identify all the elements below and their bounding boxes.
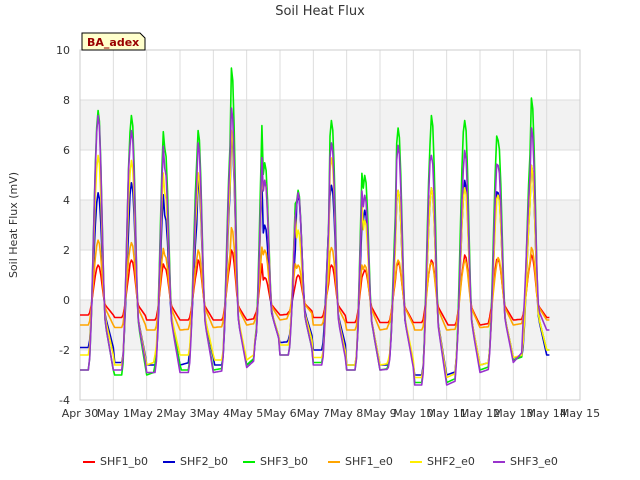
x-tick-label: May 12 (460, 407, 500, 420)
y-tick-label: -2 (59, 344, 70, 357)
x-tick-label: Apr 30 (62, 407, 99, 420)
legend: SHF1_b0 SHF2_b0 SHF3_b0 SHF1_e0 SHF2_e0 SHF3_… (83, 455, 558, 468)
series-line-shf3-e0 (80, 107, 550, 386)
plot-frame (79, 49, 581, 401)
chart-title: Soil Heat Flux (275, 4, 365, 19)
legend-item-shf2-e0: SHF2_e0 (410, 455, 475, 468)
legend-item-shf1-e0: SHF1_e0 (328, 455, 393, 468)
x-tick-label: May 4 (197, 407, 230, 420)
site-badge: BA_adex (81, 32, 146, 51)
legend-item-shf1-b0: SHF1_b0 (83, 455, 148, 468)
x-tick-label: May 11 (427, 407, 467, 420)
x-tick-label: May 1 (97, 407, 130, 420)
y-tick-label: 8 (63, 94, 70, 107)
shaded-band-0 (80, 300, 580, 350)
x-tick-label: May 14 (527, 407, 567, 420)
legend-label: SHF2_e0 (427, 455, 475, 468)
site-badge-box (81, 32, 146, 51)
legend-label: SHF1_b0 (100, 455, 148, 468)
y-tick-label: 6 (63, 144, 70, 157)
legend-item-shf3-b0: SHF3_b0 (243, 455, 308, 468)
legend-item-shf3-e0: SHF3_e0 (493, 455, 558, 468)
x-tick-label: May 2 (130, 407, 163, 420)
x-tick-label: May 9 (363, 407, 396, 420)
series-lines (80, 67, 550, 386)
x-tick-label: May 6 (263, 407, 296, 420)
x-tick-label: May 13 (493, 407, 533, 420)
y-tick-label: 0 (63, 294, 70, 307)
x-tick-label: May 8 (330, 407, 363, 420)
x-tick-label: May 5 (230, 407, 263, 420)
legend-label: SHF3_b0 (260, 455, 308, 468)
x-tick-label: May 3 (163, 407, 196, 420)
y-axis-label: Soil Heat Flux (mV) (7, 172, 20, 278)
legend-label: SHF2_b0 (180, 455, 228, 468)
x-tick-label: May 7 (297, 407, 330, 420)
legend-item-shf2-b0: SHF2_b0 (163, 455, 228, 468)
y-tick-label: 4 (63, 194, 70, 207)
y-tick-label: -4 (59, 394, 70, 407)
site-badge-label: BA_adex (87, 36, 139, 49)
y-tick-label: 2 (63, 244, 70, 257)
y-tick-label: 10 (56, 44, 70, 57)
x-tick-label: May 15 (560, 407, 600, 420)
legend-label: SHF3_e0 (510, 455, 558, 468)
legend-label: SHF1_e0 (345, 455, 393, 468)
x-tick-label: May 10 (393, 407, 433, 420)
y-axis-ticks: -4 -2 0 2 4 6 8 10 (56, 44, 70, 407)
